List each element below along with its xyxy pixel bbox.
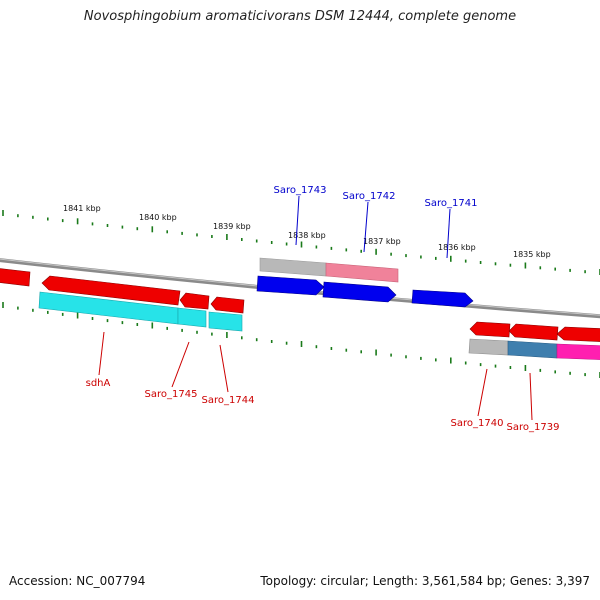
leader-saro-1739 [529,372,533,421]
annotation-bar-gray [259,257,327,277]
leader-sdhA [98,331,105,376]
gene-arrow-sdhA[interactable] [41,275,181,306]
leader-saro-1744 [219,344,229,393]
annotation-bars-bottom [38,291,600,360]
leader-saro-1740 [477,368,488,417]
kbp-label-1835: 1835 kbp [513,250,551,259]
kbp-label-1837: 1837 kbp [363,237,401,246]
gene-label-saro-1743[interactable]: Saro_1743 [274,185,327,196]
gene-arrow-partial-left[interactable] [0,268,31,287]
ruler-top [2,210,600,275]
kbp-label-1840: 1840 kbp [139,213,177,222]
gene-arrow-partial-right[interactable] [556,326,600,342]
gene-arrow-saro-1745[interactable] [179,292,210,310]
kbp-label-1838: 1838 kbp [288,231,326,240]
gene-arrow-saro-1741[interactable] [411,289,474,308]
kbp-label-1841: 1841 kbp [63,204,101,213]
annotation-bar-cyan-short [208,311,243,332]
reverse-genes[interactable] [0,268,600,342]
annotation-bar-gray-right [468,338,509,356]
page-title: Novosphingobium aromaticivorans DSM 1244… [83,9,517,24]
gene-label-saro-1742[interactable]: Saro_1742 [343,191,396,202]
annotation-bars-top [259,257,399,283]
kbp-labels: 1841 kbp 1840 kbp 1839 kbp 1838 kbp 1837… [63,204,551,259]
gene-arrow-saro-1742[interactable] [322,281,397,303]
gene-label-sdhA[interactable]: sdhA [86,378,111,389]
gene-arrow-saro-1744[interactable] [210,296,245,314]
leader-saro-1742 [363,201,369,253]
kbp-label-1839: 1839 kbp [213,222,251,231]
gene-label-saro-1744[interactable]: Saro_1744 [202,395,255,406]
gene-arrow-saro-1740[interactable] [469,321,511,338]
ruler-bottom [2,302,600,378]
genome-summary-text: Topology: circular; Length: 3,561,584 bp… [260,574,590,588]
kbp-label-1836: 1836 kbp [438,243,476,252]
annotation-bar-cyan-mid [177,307,207,328]
top-gene-labels: Saro_1743 Saro_1742 Saro_1741 [274,185,478,209]
annotation-bar-steel [507,340,558,359]
gene-label-saro-1739[interactable]: Saro_1739 [507,422,560,433]
forward-genes[interactable] [256,275,474,308]
annotation-bar-magenta [556,343,600,360]
bottom-gene-labels: sdhA Saro_1745 Saro_1744 Saro_1740 Saro_… [86,378,560,433]
annotation-bar-pink [325,262,399,283]
gene-arrow-saro-1743[interactable] [256,275,325,296]
gene-arrow-saro-1739[interactable] [508,323,559,341]
gene-label-saro-1740[interactable]: Saro_1740 [451,418,504,429]
leader-saro-1741 [446,208,451,259]
leader-saro-1743 [295,195,300,246]
accession-text: Accession: NC_007794 [9,574,146,588]
leader-saro-1745 [171,341,190,388]
top-label-leaders [295,195,451,259]
gene-label-saro-1745[interactable]: Saro_1745 [145,389,198,400]
gene-label-saro-1741[interactable]: Saro_1741 [425,198,478,209]
bottom-label-leaders [98,331,533,421]
